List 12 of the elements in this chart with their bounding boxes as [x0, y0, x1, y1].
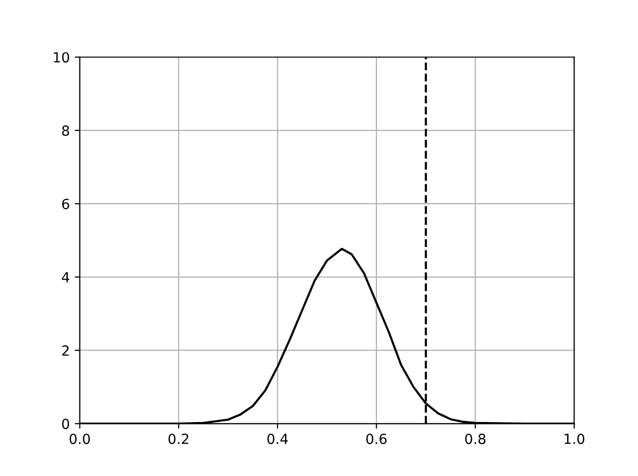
x-tick-label: 0.4: [267, 434, 288, 444]
y-tick-label: 6: [62, 198, 70, 210]
y-tick-label: 10: [54, 52, 70, 63]
x-tick-label: 1.0: [564, 434, 584, 444]
y-tick-label: 0: [62, 418, 70, 430]
y-tick-label: 8: [62, 125, 70, 136]
y-tick-label: 4: [62, 272, 70, 282]
x-tick-label: 0.2: [168, 434, 188, 444]
x-tick-label: 0.6: [366, 434, 387, 444]
x-tick-label: 0.8: [465, 434, 486, 444]
x-tick-label: 0.0: [70, 434, 90, 444]
y-tick-label: 2: [62, 345, 69, 356]
